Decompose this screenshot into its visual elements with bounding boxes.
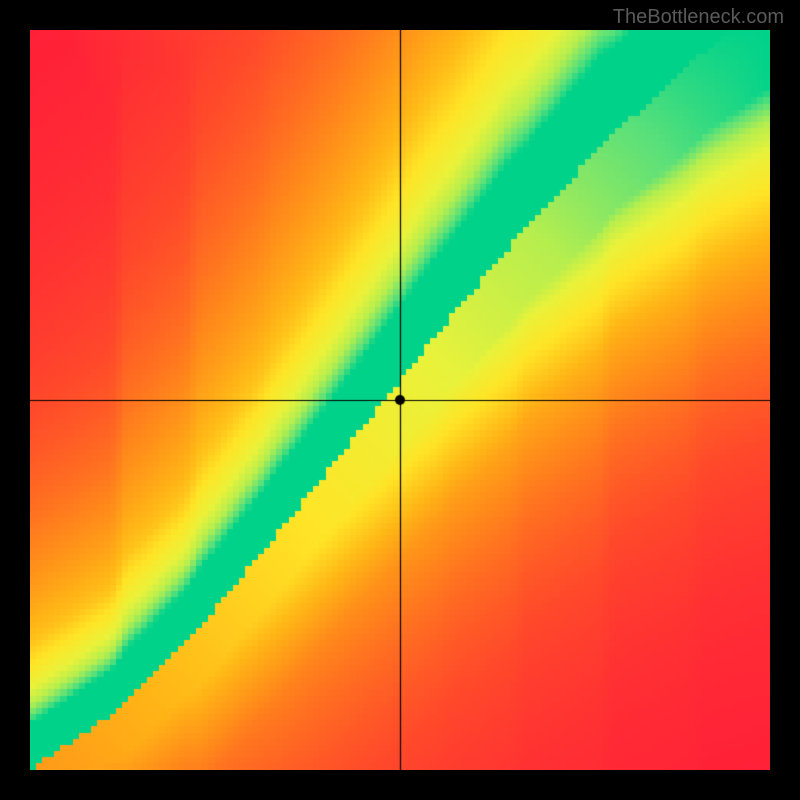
chart-wrap: TheBottleneck.com bbox=[0, 0, 800, 800]
bottleneck-heatmap bbox=[30, 30, 770, 770]
watermark-text: TheBottleneck.com bbox=[613, 6, 784, 29]
